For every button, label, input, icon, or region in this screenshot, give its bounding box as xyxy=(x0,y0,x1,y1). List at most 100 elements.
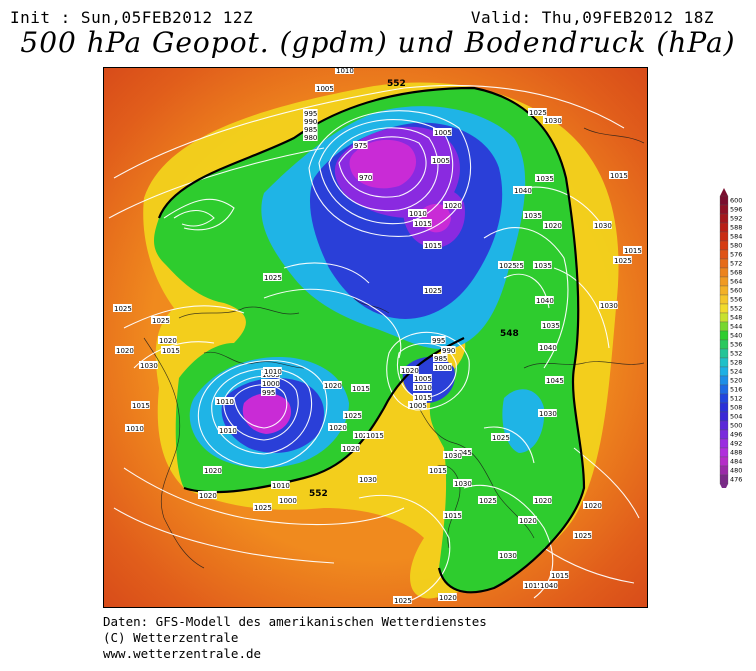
colorbar-tick-label: 568 xyxy=(730,269,742,277)
colorbar-tick-label: 544 xyxy=(730,323,742,331)
isobar-label-bg xyxy=(518,516,537,524)
colorbar-tick-label: 564 xyxy=(730,278,742,286)
isobar-label: 1020 xyxy=(584,502,602,510)
colorbar-tick-label: 488 xyxy=(730,449,742,457)
isobar-label-bg xyxy=(538,409,557,417)
isobar-label: 1040 xyxy=(539,344,557,352)
colorbar-cell xyxy=(719,267,729,278)
colorbar-cell xyxy=(719,204,729,215)
isobar-label-bg xyxy=(431,336,446,344)
isobar-label-bg xyxy=(303,125,318,133)
isobar-label-bg xyxy=(533,496,552,504)
colorbar-cell xyxy=(719,429,729,440)
footer-source: Daten: GFS-Modell des amerikanischen Wet… xyxy=(103,614,487,629)
isobar-label: 1035 xyxy=(536,175,554,183)
colorbar-tick-label: 516 xyxy=(730,386,742,394)
colorbar-cell xyxy=(719,321,729,332)
isobar-label: 1020 xyxy=(519,517,537,525)
colorbar-cell xyxy=(719,438,729,449)
colorbar-cell xyxy=(719,213,729,224)
init-time: Init : Sun,05FEB2012 12Z xyxy=(10,8,254,27)
isobar-label-bg xyxy=(323,381,342,389)
isobar-label-bg xyxy=(541,321,560,329)
isobar-label: 980 xyxy=(304,134,317,142)
isobar-label: 1025 xyxy=(264,274,282,282)
isobar-label: 1015 xyxy=(414,394,432,402)
isobar-label-bg xyxy=(263,273,282,281)
isobar-label: 1010 xyxy=(126,425,144,433)
isobar-label: 1015 xyxy=(414,220,432,228)
isobar-label: 1025 xyxy=(424,287,442,295)
isobar-label: 1020 xyxy=(342,445,360,453)
isobar-label-bg xyxy=(271,481,290,489)
isobar-label: 1035 xyxy=(542,322,560,330)
colorbar-cell xyxy=(719,285,729,296)
colorbar-cell xyxy=(719,312,729,323)
isobar-label: 990 xyxy=(304,118,317,126)
isobar-label: 1015 xyxy=(624,247,642,255)
isobar-label-bg xyxy=(151,316,170,324)
isobar-label-bg xyxy=(535,296,554,304)
isobar-label: 1020 xyxy=(324,382,342,390)
isobar-label: 1025 xyxy=(114,305,132,313)
footer-url[interactable]: www.wetterzentrale.de xyxy=(103,646,262,661)
colorbar-cell xyxy=(719,375,729,386)
isobar-label-bg xyxy=(433,354,448,362)
isobar-label: 1025 xyxy=(529,109,547,117)
isobar-label: 995 xyxy=(432,337,445,345)
colorbar-tick-label: 556 xyxy=(730,296,742,304)
contour-label-east: 548 xyxy=(500,329,519,339)
isobar-labels: 1010100510251030995990985980975970100510… xyxy=(113,68,642,605)
isobar-label: 990 xyxy=(442,347,455,355)
isobar-label: 1030 xyxy=(359,476,377,484)
isobar-label-bg xyxy=(431,156,450,164)
isobar-label-bg xyxy=(513,186,532,194)
isobar-label: 1015 xyxy=(424,242,442,250)
colorbar: 6005965925885845805765725685645605565525… xyxy=(719,188,742,488)
cyan-region-3 xyxy=(502,389,545,453)
isobar-label-bg xyxy=(413,393,432,401)
isobar-label-bg xyxy=(303,117,318,125)
isobar-label: 1010 xyxy=(216,398,234,406)
isobar-label: 1020 xyxy=(159,337,177,345)
colorbar-cell xyxy=(719,357,729,368)
isobar-label: 1015 xyxy=(162,347,180,355)
colorbar-cell xyxy=(719,294,729,305)
isobar-label: 1030 xyxy=(444,452,462,460)
colorbar-tick-label: 600 xyxy=(730,197,742,205)
isobar-label-bg xyxy=(535,174,554,182)
colorbar-cell xyxy=(719,231,729,242)
isobar-label-bg xyxy=(453,479,472,487)
isobar-label-bg xyxy=(593,221,612,229)
isobar-label: 1015 xyxy=(444,512,462,520)
colorbar-cell xyxy=(719,420,729,431)
isobar-label: 1025 xyxy=(479,497,497,505)
isobar-label: 1025 xyxy=(152,317,170,325)
colorbar-cell xyxy=(719,465,729,476)
isobar-label: 1025 xyxy=(254,504,272,512)
isobar-label: 1035 xyxy=(534,262,552,270)
footer: Daten: GFS-Modell des amerikanischen Wet… xyxy=(103,614,487,662)
colorbar-cell xyxy=(719,366,729,377)
isobar-label-bg xyxy=(443,451,462,459)
colorbar-cells xyxy=(719,188,729,488)
isobar-label-bg xyxy=(315,84,334,92)
isobar-label: 1010 xyxy=(272,482,290,490)
colorbar-tick-label: 548 xyxy=(730,314,742,322)
isobar-label-bg xyxy=(131,401,150,409)
colorbar-tick-label: 572 xyxy=(730,260,742,268)
isobar-label-bg xyxy=(139,361,158,369)
colorbar-arrow-top xyxy=(720,188,728,196)
isobar-label: 1010 xyxy=(264,368,282,376)
colorbar-cell xyxy=(719,330,729,341)
isobar-label-bg xyxy=(498,551,517,559)
isobar-label-bg xyxy=(443,201,462,209)
isobar-label-bg xyxy=(413,374,432,382)
isobar-label-bg xyxy=(539,581,558,589)
isobar-label-bg xyxy=(263,367,282,375)
isobar-label: 1045 xyxy=(546,377,564,385)
colorbar-tick-label: 512 xyxy=(730,395,742,403)
colorbar-tick-label: 580 xyxy=(730,242,742,250)
colorbar-tick-label: 560 xyxy=(730,287,742,295)
colorbar-tick-label: 588 xyxy=(730,224,742,232)
